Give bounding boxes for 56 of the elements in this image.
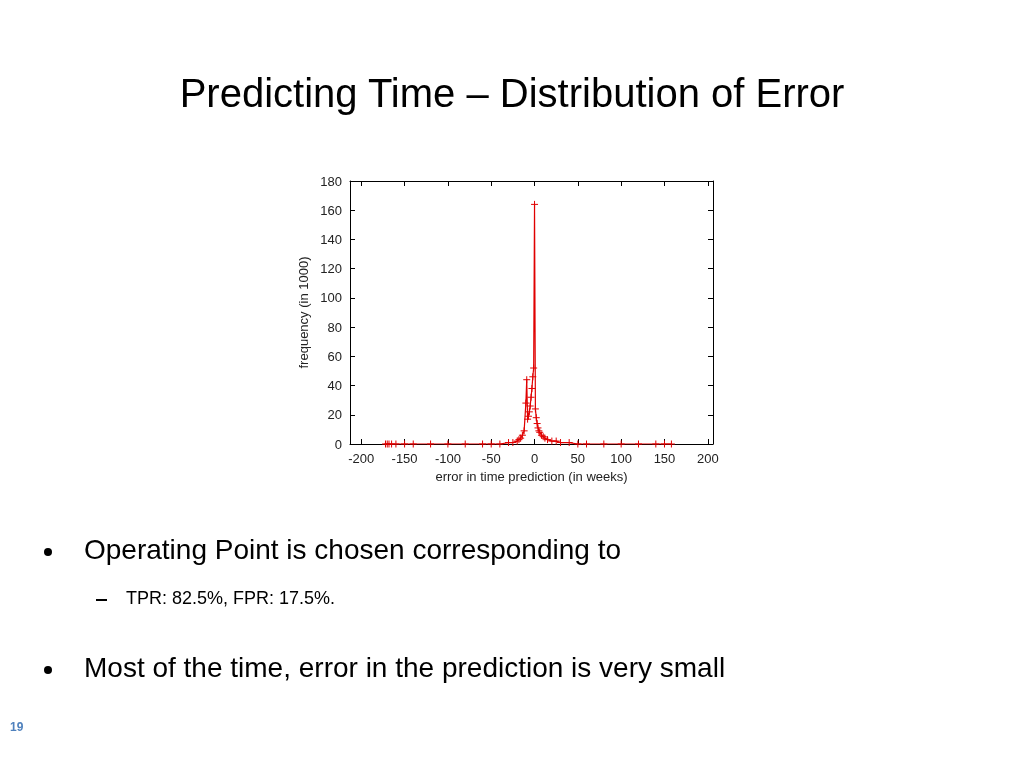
point [547, 437, 556, 446]
text: Operating Point is chosen corresponding to [84, 534, 621, 566]
point [667, 440, 676, 448]
y-axis-title: frequency (in 1000) [296, 256, 311, 369]
y-tick-label: 60 [327, 348, 342, 364]
point [525, 407, 534, 416]
point [520, 426, 529, 435]
text: Most of the time, error in the prediction is very small [84, 652, 726, 684]
y-tick-label: 80 [327, 319, 342, 335]
y-tick-label: 20 [327, 407, 342, 423]
x-tick-label: -100 [434, 451, 461, 466]
y-tick-label: 40 [327, 378, 342, 394]
point [565, 438, 574, 447]
text: TPR: 82.5%, FPR: 17.5%. [126, 588, 336, 609]
point [529, 364, 538, 373]
x-tick-label: 0 [530, 451, 539, 466]
x-tick-label: -150 [391, 451, 418, 466]
y-tick-label: 0 [334, 436, 342, 452]
point [426, 440, 435, 448]
x-tick-label: 150 [653, 451, 676, 466]
y-tick-label: 140 [320, 231, 342, 247]
point [651, 440, 660, 448]
point [391, 440, 400, 448]
point [573, 440, 582, 448]
y-tick-label: 180 [320, 173, 342, 189]
y-tick-label: 100 [320, 290, 342, 306]
x-tick-label: -200 [348, 451, 375, 466]
point [660, 440, 669, 448]
point [552, 437, 561, 446]
point [400, 440, 409, 448]
point [556, 438, 565, 447]
point [487, 440, 496, 448]
text: 19 [10, 720, 24, 734]
point [582, 440, 591, 448]
point [478, 440, 487, 448]
x-axis-title: error in time prediction (in weeks) [435, 469, 628, 484]
x-tick-label: 100 [610, 451, 633, 466]
point [634, 440, 643, 448]
point [528, 372, 537, 381]
point [530, 200, 539, 209]
point [443, 440, 452, 448]
point [527, 393, 536, 402]
x-tick-label: 50 [570, 451, 586, 466]
y-tick-label: 120 [320, 261, 342, 277]
point [617, 440, 626, 448]
point [599, 440, 608, 448]
point [409, 440, 418, 448]
y-tick-label: 160 [320, 202, 342, 218]
point [461, 440, 470, 448]
chart-title: Predicting Time – Distribution of Error [179, 71, 845, 115]
point [527, 384, 536, 393]
point [495, 440, 504, 448]
point [533, 419, 542, 428]
x-tick-label: 200 [696, 451, 719, 466]
x-tick-label: -50 [481, 451, 501, 466]
point [522, 375, 531, 384]
